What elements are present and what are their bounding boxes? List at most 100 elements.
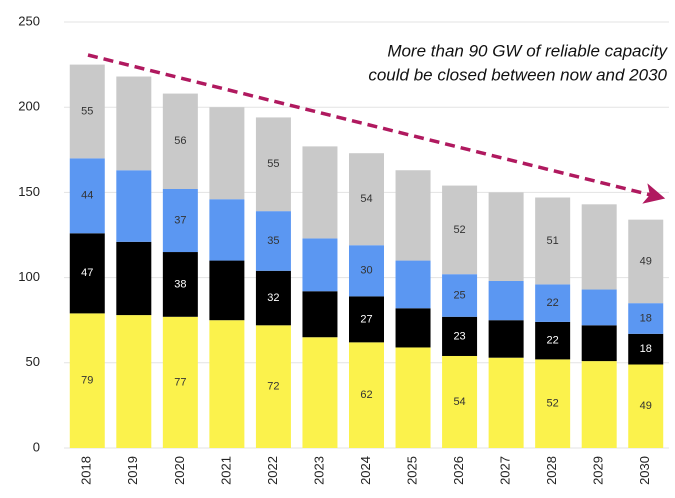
bar-segment — [488, 281, 524, 321]
y-tick-label: 250 — [18, 13, 40, 28]
bar-segment — [395, 260, 431, 309]
x-tick-label: 2030 — [637, 456, 652, 485]
x-tick-label: 2026 — [451, 456, 466, 485]
y-tick-label: 200 — [18, 99, 40, 114]
bar-segment — [116, 315, 152, 448]
value-label: 77 — [174, 376, 186, 388]
y-tick-label: 150 — [18, 184, 40, 199]
value-label: 38 — [174, 278, 186, 290]
x-tick-label: 2029 — [591, 456, 606, 485]
value-label: 54 — [360, 193, 372, 205]
value-label: 56 — [174, 135, 186, 147]
bar-segment — [581, 361, 617, 448]
bar-segment — [162, 93, 198, 189]
bar-segment — [302, 146, 338, 239]
bar-segment — [302, 291, 338, 338]
value-label: 35 — [267, 235, 279, 247]
bar-segment — [162, 188, 198, 253]
bar-segment — [209, 107, 245, 200]
bar-segment — [349, 245, 384, 297]
bar-segment — [116, 76, 152, 171]
x-tick-label: 2028 — [544, 456, 559, 485]
bar-segment — [255, 270, 291, 326]
bar-segment — [488, 320, 524, 358]
value-label: 51 — [547, 235, 559, 247]
bar-segment — [349, 153, 384, 246]
value-label: 18 — [640, 312, 652, 324]
bar-segment — [209, 199, 245, 261]
bar-segment — [628, 364, 664, 448]
bar-segment — [69, 64, 105, 159]
value-label: 18 — [640, 343, 652, 355]
bar-segment — [209, 320, 245, 448]
x-tick-label: 2020 — [172, 456, 187, 485]
x-tick-label: 2024 — [358, 456, 373, 485]
value-label: 47 — [81, 267, 93, 279]
bar-segment — [535, 359, 571, 448]
bar-segment — [255, 325, 291, 448]
x-tick-label: 2018 — [79, 456, 94, 485]
bar-segment — [535, 284, 571, 322]
plot: 0 50 100 150 200 250 2018 79 47 44 55 2019 2020 77 38 3… — [18, 13, 669, 485]
bar-segment — [395, 347, 431, 448]
value-label: 37 — [174, 214, 186, 226]
bar-segment — [209, 260, 245, 321]
bar-segment — [162, 252, 198, 317]
x-tick-label: 2021 — [218, 456, 233, 485]
value-label: 55 — [81, 105, 93, 117]
value-label: 44 — [81, 190, 93, 202]
bar-segment — [69, 158, 105, 234]
value-label: 49 — [640, 255, 652, 267]
annotation: could be closed between now and 2030 — [368, 65, 667, 84]
value-label: 25 — [453, 289, 465, 301]
bar-segment — [349, 296, 384, 343]
bar-segment — [442, 316, 478, 356]
value-label: 22 — [547, 297, 559, 309]
bar-segment — [581, 325, 617, 362]
bar-segment — [116, 170, 152, 242]
bar-segment — [488, 357, 524, 448]
bar-segment — [349, 342, 384, 448]
bar-segment — [69, 313, 105, 448]
x-tick-label: 2023 — [311, 456, 326, 485]
bar-segment — [116, 241, 152, 316]
value-label: 49 — [640, 400, 652, 412]
bar-segment — [488, 192, 524, 282]
bar-segment — [535, 321, 571, 360]
y-tick-label: 50 — [26, 354, 40, 369]
annotation: More than 90 GW of reliable capacity — [387, 41, 668, 60]
x-tick-label: 2025 — [404, 456, 419, 485]
bar-segment — [255, 211, 291, 271]
bar-segment — [255, 117, 291, 212]
value-label: 72 — [267, 381, 279, 393]
value-label: 79 — [81, 375, 93, 387]
x-tick-label: 2019 — [125, 456, 140, 485]
value-label: 55 — [267, 158, 279, 170]
bar-segment — [628, 333, 664, 365]
value-label: 52 — [453, 224, 465, 236]
y-tick-label: 0 — [33, 439, 40, 454]
bar-segment — [581, 289, 617, 326]
value-label: 62 — [360, 389, 372, 401]
bar-segment — [628, 303, 664, 334]
value-label: 54 — [453, 396, 465, 408]
bar-segment — [302, 337, 338, 448]
bar-segment — [628, 219, 664, 304]
bar-segment — [162, 316, 198, 448]
value-label: 30 — [360, 265, 372, 277]
value-label: 22 — [547, 335, 559, 347]
x-tick-label: 2022 — [265, 456, 280, 485]
value-label: 27 — [360, 313, 372, 325]
bar-segment — [302, 238, 338, 292]
bar-segment — [69, 233, 105, 314]
bar-segment — [442, 185, 478, 275]
bar-segment — [535, 197, 571, 285]
value-label: 32 — [267, 292, 279, 304]
bar-segment — [395, 308, 431, 348]
value-label: 23 — [453, 330, 465, 342]
bar-segment — [395, 170, 431, 261]
bar-segment — [581, 204, 617, 290]
trend-arrow — [87, 53, 666, 204]
